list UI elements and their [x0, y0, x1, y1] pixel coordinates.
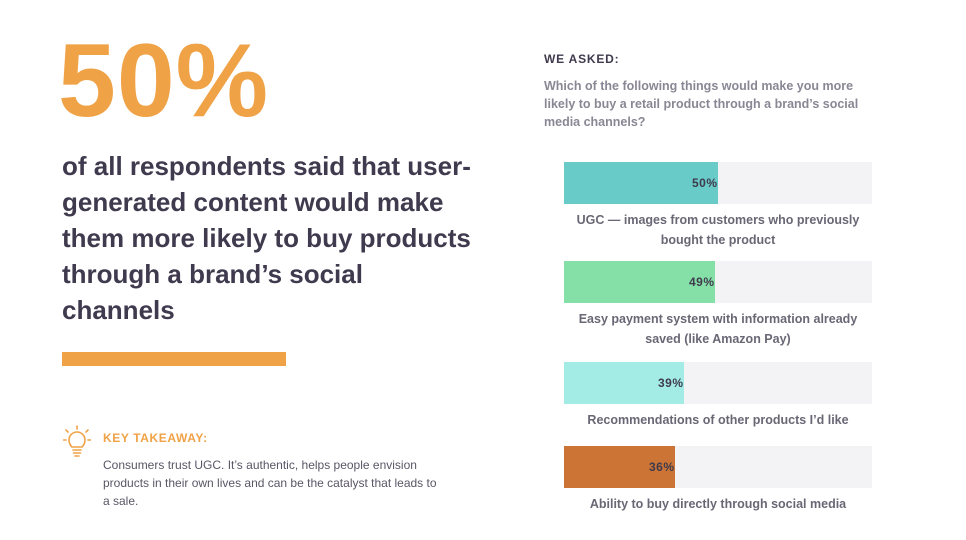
bar-category-label: Easy payment system with information alr… [578, 312, 858, 346]
takeaway-title: KEY TAKEAWAY: [103, 431, 208, 445]
bar-category-label: UGC — images from customers who previous… [576, 213, 860, 247]
bar-track: 36% [564, 446, 872, 488]
survey-question: Which of the following things would make… [544, 79, 859, 129]
bar-value-label: 39% [658, 376, 684, 390]
bar-track: 50% [564, 162, 872, 204]
accent-divider [62, 352, 286, 366]
bar-track: 39% [564, 362, 872, 404]
bar-fill [564, 162, 718, 204]
bar-value-label: 36% [649, 460, 675, 474]
bar-item: 49% Easy payment system with information … [564, 261, 872, 349]
bar-fill [564, 362, 684, 404]
big-stat: 50% [58, 23, 270, 139]
bar-item: 50% UGC — images from customers who previ… [564, 162, 872, 250]
bar-category-label: Recommendations of other products I’d li… [587, 413, 849, 427]
takeaway-text: Consumers trust UGC. It’s authentic, hel… [103, 458, 437, 508]
bar-item: 36% Ability to buy directly through socia… [564, 446, 872, 514]
bar-track: 49% [564, 261, 872, 303]
bar-value-label: 49% [689, 275, 715, 289]
bar-fill [564, 261, 715, 303]
bar-value-label: 50% [692, 176, 718, 190]
bar-item: 39% Recommendations of other products I’d… [564, 362, 872, 430]
survey-heading: WE ASKED: [544, 52, 620, 66]
headline-text: of all respondents said that user-genera… [62, 151, 471, 325]
bar-category-label: Ability to buy directly through social m… [589, 497, 847, 511]
bar-fill [564, 446, 675, 488]
lightbulb-icon [63, 425, 91, 457]
